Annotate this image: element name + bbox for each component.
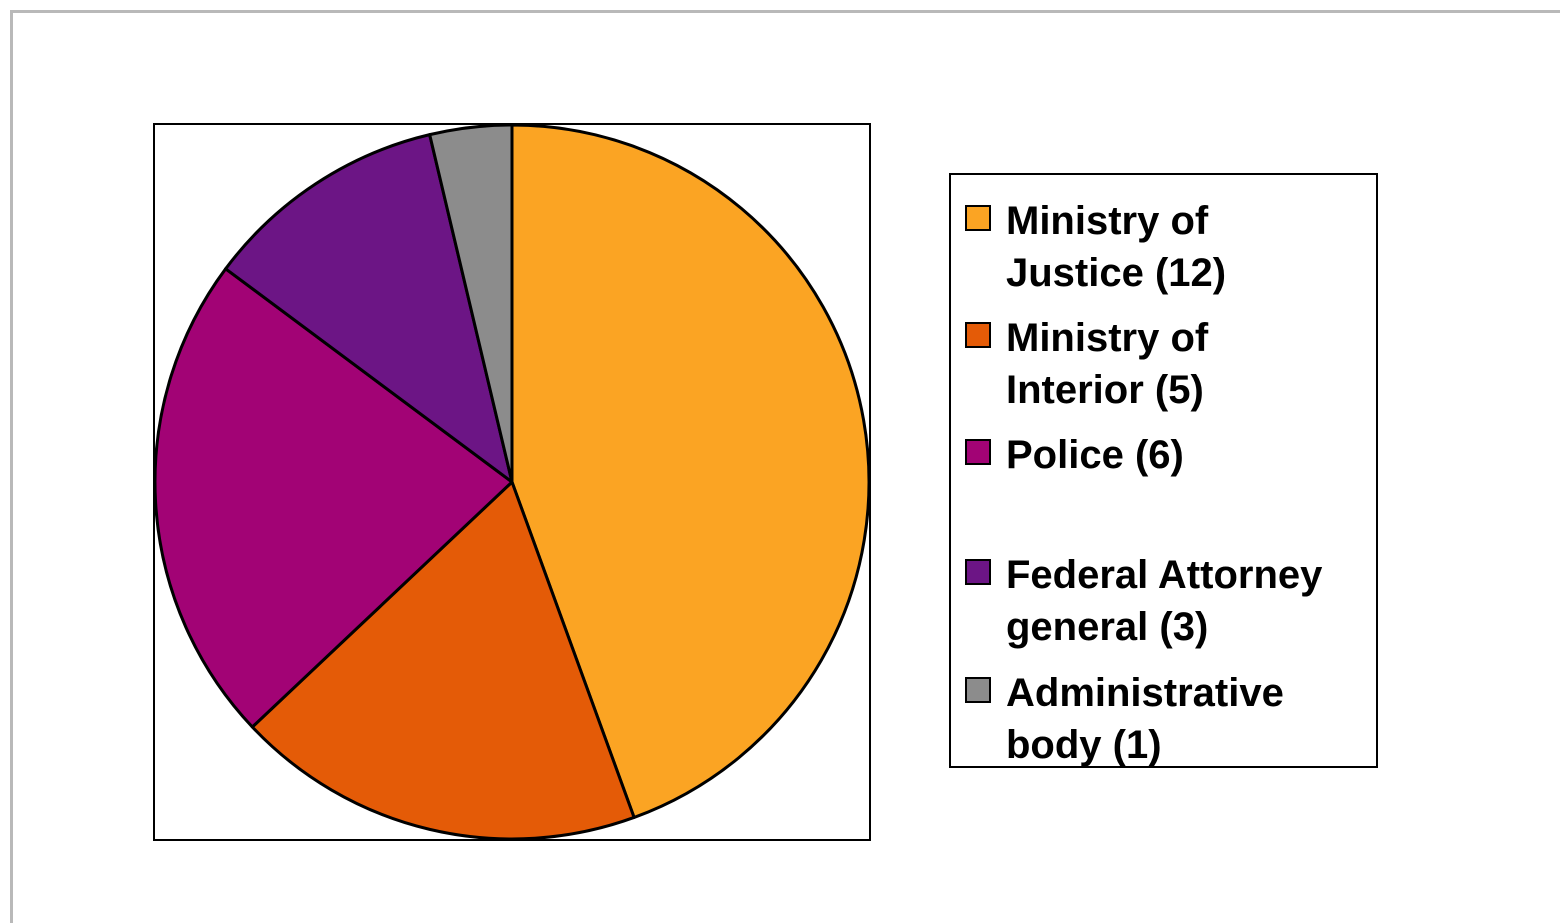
pie-slice-ministry-of-interior bbox=[250, 480, 636, 839]
legend-swatch bbox=[965, 205, 991, 231]
pie-chart bbox=[155, 125, 869, 839]
legend-swatch bbox=[965, 559, 991, 585]
legend-label: Police (6) bbox=[1006, 433, 1184, 477]
legend-swatch bbox=[965, 439, 991, 465]
pie-slice-federal-attorney-general bbox=[224, 133, 514, 484]
pie-slice-ministry-of-justice bbox=[510, 125, 869, 819]
pie-slice-police bbox=[155, 267, 514, 729]
pie-slice-administrative-body bbox=[428, 125, 514, 484]
legend-label: Ministry of Interior (5) bbox=[1006, 316, 1209, 412]
legend-label: Ministry of Justice (12) bbox=[1006, 199, 1227, 295]
legend-swatch bbox=[965, 322, 991, 348]
legend-swatch bbox=[965, 677, 991, 703]
legend-label: Federal Attorney general (3) bbox=[1006, 553, 1323, 649]
plot-area bbox=[153, 123, 871, 841]
legend: Ministry of Justice (12) Ministry of Int… bbox=[949, 173, 1378, 768]
legend-label: Administrative body (1) bbox=[1006, 671, 1284, 767]
